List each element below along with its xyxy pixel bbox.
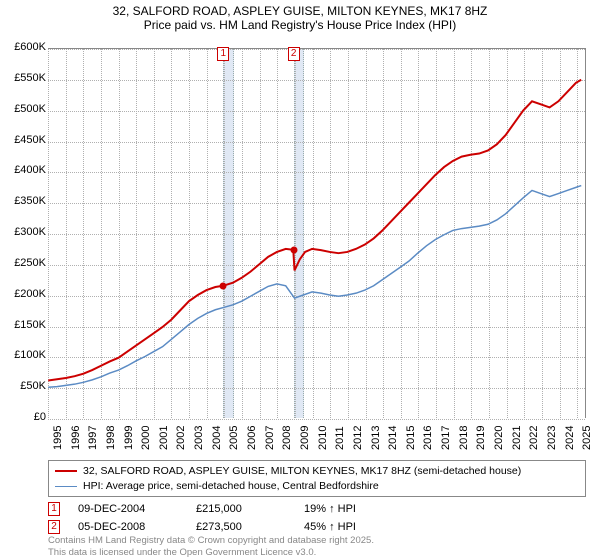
y-axis-label: £200K [0, 288, 46, 300]
legend-row-hpi: HPI: Average price, semi-detached house,… [55, 479, 579, 494]
footer-attribution: Contains HM Land Registry data © Crown c… [48, 535, 374, 558]
x-axis-label: 2024 [564, 426, 576, 450]
series-line-price_paid [48, 80, 581, 381]
title-line2: Price paid vs. HM Land Registry's House … [0, 18, 600, 32]
x-axis-label: 2023 [546, 426, 558, 450]
chart-plot-area: 12 [48, 48, 586, 418]
legend-row-price-paid: 32, SALFORD ROAD, ASPLEY GUISE, MILTON K… [55, 464, 579, 479]
x-axis-label: 2012 [352, 426, 364, 450]
chart-title: 32, SALFORD ROAD, ASPLEY GUISE, MILTON K… [0, 0, 600, 34]
x-axis-label: 2013 [370, 426, 382, 450]
x-axis-label: 2020 [493, 426, 505, 450]
legend-label-hpi: HPI: Average price, semi-detached house,… [83, 479, 379, 494]
y-axis-label: £0 [0, 411, 46, 423]
title-line1: 32, SALFORD ROAD, ASPLEY GUISE, MILTON K… [0, 4, 600, 18]
x-axis-label: 2005 [228, 426, 240, 450]
x-axis-label: 2022 [528, 426, 540, 450]
gridline-horizontal [48, 419, 585, 420]
event-date: 05-DEC-2008 [78, 521, 178, 533]
event-price: £215,000 [196, 503, 286, 515]
x-axis-label: 1998 [105, 426, 117, 450]
y-axis-label: £250K [0, 257, 46, 269]
x-axis-label: 2016 [422, 426, 434, 450]
transaction-marker-1: 1 [217, 47, 229, 61]
footer-line2: This data is licensed under the Open Gov… [48, 547, 374, 558]
y-axis-label: £600K [0, 41, 46, 53]
y-axis-label: £300K [0, 226, 46, 238]
x-axis-label: 2017 [440, 426, 452, 450]
legend-label-price-paid: 32, SALFORD ROAD, ASPLEY GUISE, MILTON K… [83, 464, 521, 479]
x-axis-label: 2004 [211, 426, 223, 450]
y-axis-label: £450K [0, 134, 46, 146]
y-axis-label: £500K [0, 103, 46, 115]
x-axis-label: 2007 [264, 426, 276, 450]
event-row: 1 09-DEC-2004 £215,000 19% ↑ HPI [48, 500, 586, 518]
x-axis-label: 2010 [317, 426, 329, 450]
y-axis-label: £50K [0, 380, 46, 392]
x-axis-label: 2000 [140, 426, 152, 450]
x-axis-label: 2001 [158, 426, 170, 450]
chart-lines [48, 49, 585, 418]
events-list: 1 09-DEC-2004 £215,000 19% ↑ HPI 2 05-DE… [48, 500, 586, 536]
x-axis-label: 2002 [175, 426, 187, 450]
x-axis-label: 2025 [581, 426, 593, 450]
x-axis-label: 2011 [334, 426, 346, 450]
x-axis-label: 2006 [246, 426, 258, 450]
series-line-hpi [48, 186, 581, 388]
event-row: 2 05-DEC-2008 £273,500 45% ↑ HPI [48, 518, 586, 536]
event-delta: 45% ↑ HPI [304, 521, 356, 533]
x-axis-label: 1995 [52, 426, 64, 450]
footer-line1: Contains HM Land Registry data © Crown c… [48, 535, 374, 546]
transaction-marker-2: 2 [288, 47, 300, 61]
legend-swatch-price-paid [55, 470, 77, 472]
x-axis-label: 2014 [387, 426, 399, 450]
x-axis-label: 2015 [405, 426, 417, 450]
x-axis-label: 2009 [299, 426, 311, 450]
y-axis-label: £100K [0, 349, 46, 361]
sale-point-marker [290, 247, 297, 254]
legend-swatch-hpi [55, 486, 77, 487]
legend-box: 32, SALFORD ROAD, ASPLEY GUISE, MILTON K… [48, 460, 586, 497]
event-delta: 19% ↑ HPI [304, 503, 356, 515]
x-axis-label: 1997 [87, 426, 99, 450]
y-axis-label: £400K [0, 164, 46, 176]
sale-point-marker [220, 283, 227, 290]
x-axis-label: 2019 [475, 426, 487, 450]
event-price: £273,500 [196, 521, 286, 533]
x-axis-label: 1996 [70, 426, 82, 450]
x-axis-label: 1999 [123, 426, 135, 450]
event-number-2: 2 [48, 520, 60, 534]
y-axis-label: £150K [0, 319, 46, 331]
x-axis-label: 2018 [458, 426, 470, 450]
event-number-1: 1 [48, 502, 60, 516]
x-axis-label: 2021 [511, 426, 523, 450]
y-axis-label: £350K [0, 195, 46, 207]
x-axis-label: 2008 [281, 426, 293, 450]
event-date: 09-DEC-2004 [78, 503, 178, 515]
y-axis-label: £550K [0, 72, 46, 84]
x-axis-label: 2003 [193, 426, 205, 450]
